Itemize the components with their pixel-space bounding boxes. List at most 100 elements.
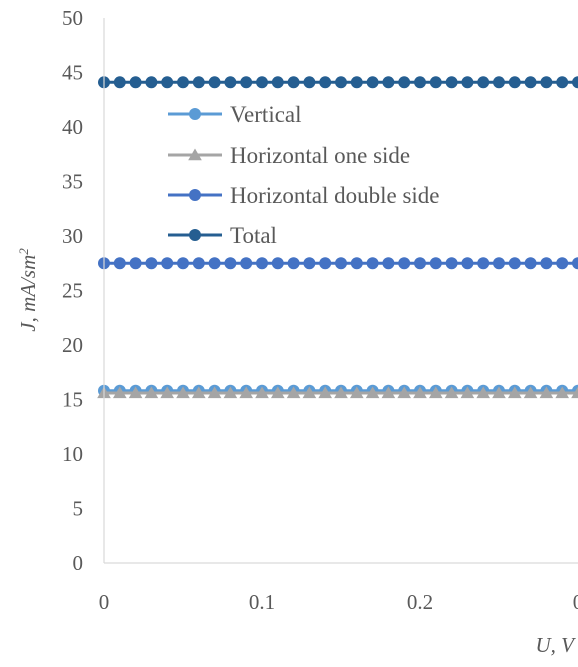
data-point	[161, 76, 174, 89]
data-point	[397, 386, 412, 399]
data-point	[445, 257, 458, 270]
data-point	[177, 257, 189, 270]
data-point	[350, 76, 363, 89]
x-tick-label: 0	[99, 590, 110, 614]
data-point	[350, 257, 363, 270]
data-point	[398, 257, 411, 270]
data-point	[144, 386, 159, 399]
data-point	[112, 386, 127, 399]
data-point	[224, 76, 237, 89]
legend-label: Horizontal one side	[230, 143, 410, 168]
data-point	[319, 257, 332, 270]
data-point	[208, 257, 221, 270]
data-point	[366, 257, 379, 270]
data-point	[414, 76, 426, 89]
x-tick-label: 0.2	[407, 590, 433, 614]
data-point	[523, 386, 538, 399]
y-tick-label: 50	[62, 6, 83, 30]
data-point	[256, 257, 268, 270]
y-axis-title: J, mA/sm2	[16, 248, 40, 332]
legend: Vertical Horizontal one side Horizontal do…	[168, 102, 440, 248]
data-point	[129, 76, 142, 89]
data-point	[240, 257, 253, 270]
data-point	[493, 257, 505, 270]
data-point	[303, 76, 316, 89]
data-point	[335, 76, 347, 89]
data-point	[476, 386, 491, 399]
data-point	[349, 386, 364, 399]
legend-entry: Vertical	[168, 102, 302, 127]
data-point	[429, 257, 442, 270]
data-point	[572, 257, 578, 270]
x-tick-label: 0	[573, 590, 578, 614]
data-point	[286, 386, 301, 399]
y-tick-label: 10	[62, 442, 83, 466]
legend-marker	[189, 108, 201, 120]
data-point	[192, 76, 205, 89]
y-tick-label: 5	[73, 497, 84, 521]
legend-label: Total	[230, 223, 277, 248]
data-point	[365, 386, 380, 399]
data-point	[381, 386, 396, 399]
y-axis-title-main: J, mA/sm	[16, 255, 40, 332]
data-point	[145, 76, 158, 89]
data-point	[255, 386, 269, 399]
data-point	[319, 76, 332, 89]
y-tick-label: 0	[73, 551, 84, 575]
data-point	[161, 257, 174, 270]
data-point	[398, 76, 411, 89]
data-point	[508, 257, 521, 270]
data-point	[556, 257, 569, 270]
legend-entry: Horizontal one side	[168, 143, 410, 168]
data-point	[414, 257, 426, 270]
data-point	[160, 386, 175, 399]
data-point	[208, 76, 221, 89]
data-point	[382, 76, 395, 89]
data-point	[256, 76, 268, 89]
data-point	[287, 257, 300, 270]
data-point	[113, 257, 126, 270]
data-point	[335, 257, 347, 270]
y-tick-labels: 0 5 10 15 20 25 30 35 40 45 50	[62, 6, 83, 575]
data-point	[302, 386, 317, 399]
data-point	[129, 257, 142, 270]
x-axis-title: U, V	[536, 633, 577, 657]
data-point	[382, 257, 395, 270]
data-point	[224, 257, 237, 270]
x-tick-label: 0.1	[249, 590, 275, 614]
data-point	[223, 386, 238, 399]
legend-entry: Horizontal double side	[168, 183, 440, 208]
legend-label: Horizontal double side	[230, 183, 440, 208]
data-point	[540, 76, 553, 89]
data-point	[176, 386, 190, 399]
data-point	[524, 257, 537, 270]
legend-label: Vertical	[230, 102, 302, 127]
data-point	[492, 386, 506, 399]
y-tick-label: 30	[62, 224, 83, 248]
data-point	[240, 76, 253, 89]
legend-marker	[189, 189, 201, 201]
data-point	[524, 76, 537, 89]
data-point	[460, 386, 475, 399]
data-point	[493, 76, 505, 89]
legend-marker	[189, 229, 201, 241]
data-point	[540, 257, 553, 270]
data-point	[539, 386, 554, 399]
y-tick-label: 35	[62, 170, 83, 194]
data-point	[571, 386, 578, 399]
data-point	[477, 257, 490, 270]
data-point	[207, 386, 222, 399]
data-point	[572, 76, 578, 89]
data-point	[287, 76, 300, 89]
series-total	[98, 76, 578, 89]
data-point	[271, 76, 284, 89]
legend-entry: Total	[168, 223, 277, 248]
legend-marker	[188, 148, 202, 161]
data-point	[461, 257, 474, 270]
data-point	[556, 76, 569, 89]
series-horizontal-double-side	[98, 257, 578, 270]
data-point	[145, 257, 158, 270]
data-point	[334, 386, 348, 399]
